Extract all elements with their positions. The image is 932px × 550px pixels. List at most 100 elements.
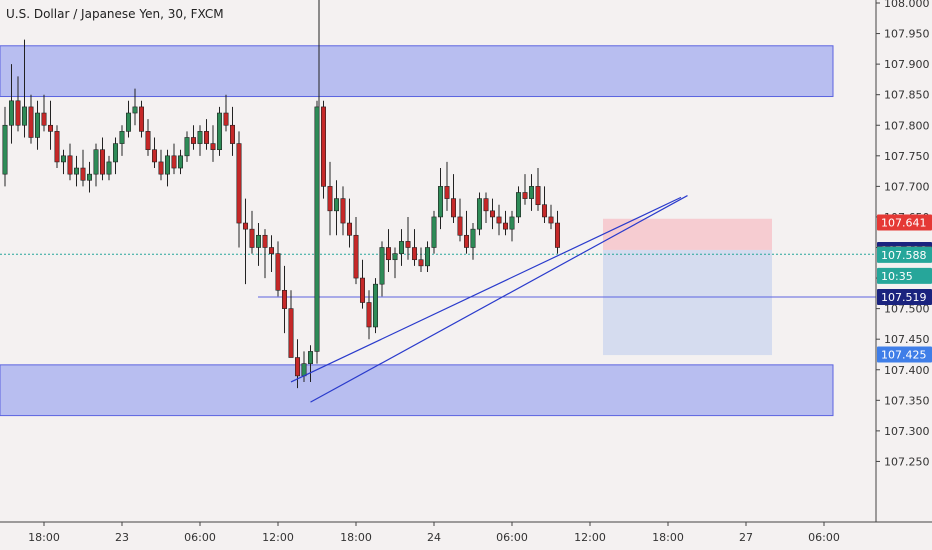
time-tick-label: 06:00 [496, 531, 528, 544]
price-tag-label: 10:35 [881, 270, 913, 283]
price-tags: 107.641107.596107.589107.58810:35107.519… [877, 214, 932, 363]
candle-down [496, 216, 502, 224]
candle-down [359, 277, 365, 303]
price-tick-label: 107.900 [884, 58, 930, 71]
candle-down [67, 155, 73, 175]
price-tick-label: 107.400 [884, 364, 930, 377]
candle-up [515, 192, 521, 218]
price-tick-label: 107.850 [884, 89, 930, 102]
take-profit-zone [603, 249, 772, 356]
candle-down [411, 247, 417, 261]
plot-area [0, 0, 876, 417]
candle-up [119, 131, 125, 144]
candle-down [405, 241, 411, 248]
time-tick-label: 06:00 [808, 531, 840, 544]
candle-up [165, 155, 171, 175]
candle-down [268, 247, 274, 254]
candle-up [178, 155, 184, 169]
candle-up [528, 186, 534, 199]
candle-down [385, 247, 391, 261]
candle-down [457, 216, 463, 236]
price-tick-label: 107.250 [884, 455, 930, 468]
candle-up [113, 143, 119, 163]
candle-up [424, 247, 430, 267]
time-tick-label: 18:00 [28, 531, 60, 544]
candle-down [346, 222, 352, 236]
candle-up [87, 173, 93, 181]
candle-up [255, 234, 261, 248]
candle-down [191, 137, 197, 144]
candle-up [333, 198, 339, 212]
candle-down [366, 302, 372, 328]
candle-up [126, 112, 132, 132]
price-tag-label: 107.641 [881, 216, 927, 229]
candle-up [34, 112, 40, 138]
price-tag: 107.519 [877, 289, 932, 306]
price-tag-label: 107.519 [881, 291, 927, 304]
price-tick-label: 107.350 [884, 394, 930, 407]
candle-up [379, 247, 385, 285]
time-tick-label: 27 [739, 531, 753, 544]
time-tick-label: 12:00 [574, 531, 606, 544]
price-tick-label: 107.800 [884, 119, 930, 132]
price-tag-bg [877, 246, 932, 263]
candle-up [132, 106, 138, 114]
candle-up [307, 351, 313, 364]
candle-down [80, 167, 86, 181]
candle-down [275, 253, 281, 291]
candle-up [398, 241, 404, 254]
candle-up [437, 186, 443, 218]
candle-down [210, 143, 216, 150]
candle-down [288, 308, 294, 358]
candle-down [158, 161, 164, 175]
price-tick-label: 107.500 [884, 303, 930, 316]
price-tick-label: 107.750 [884, 150, 930, 163]
candle-down [28, 106, 34, 138]
stop-loss-zone [603, 218, 772, 250]
chart-title: U.S. Dollar / Japanese Yen, 30, FXCM [6, 7, 224, 21]
candle-down [139, 106, 145, 132]
candle-up [74, 167, 80, 175]
candle-up [509, 216, 515, 230]
candle-up [93, 149, 99, 175]
time-tick-label: 23 [115, 531, 129, 544]
candle-up [372, 283, 378, 328]
candle-down [236, 143, 242, 224]
candle-down [145, 131, 151, 151]
candle-up [476, 198, 482, 230]
trendline-0 [310, 195, 688, 403]
candle-up [217, 112, 223, 151]
candle-up [21, 106, 27, 126]
candle-down [152, 149, 158, 163]
candle-up [314, 106, 320, 352]
candle-down [418, 259, 424, 267]
candle-up [60, 155, 66, 163]
price-tick-label: 107.450 [884, 333, 930, 346]
candle-down [340, 198, 346, 224]
time-tick-label: 12:00 [262, 531, 294, 544]
candle-down [489, 210, 495, 218]
candle-down [54, 131, 60, 163]
candle-up [9, 100, 15, 126]
time-tick-label: 18:00 [652, 531, 684, 544]
candle-down [522, 192, 528, 199]
candle-down [463, 234, 469, 248]
time-tick-label: 24 [427, 531, 441, 544]
price-axis: 108.000 107.950 107.900 107.850 107.800 107.7… [875, 0, 930, 522]
time-tick-label: 06:00 [184, 531, 216, 544]
candle-up [184, 137, 190, 157]
price-tag-bg [877, 214, 932, 231]
candle-down [450, 198, 456, 218]
candle-down [502, 222, 508, 230]
candle-up [106, 161, 112, 175]
candle-down [15, 100, 21, 126]
candle-up [431, 216, 437, 248]
time-axis: 18:00 23 06:00 12:00 18:00 24 06:00 12:00 18:00 2… [0, 521, 932, 544]
candle-up [470, 228, 476, 248]
candle-up [301, 363, 307, 377]
price-tag-bg [877, 289, 932, 306]
trendline-1 [290, 196, 682, 383]
candle-down [320, 106, 326, 187]
candle-down [223, 112, 229, 126]
